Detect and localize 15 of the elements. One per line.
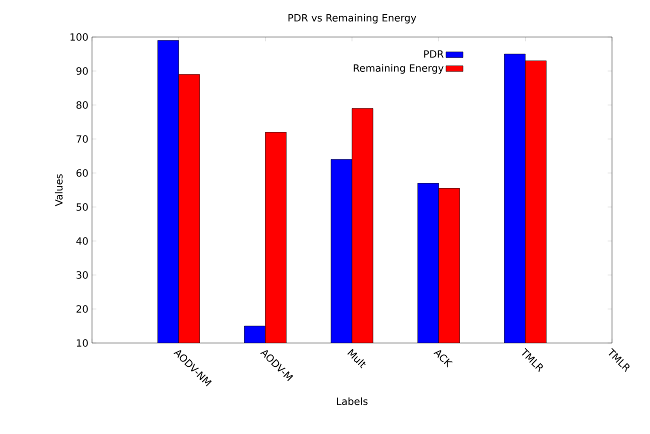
y-tick-label: 100	[70, 33, 88, 41]
y-tick-label: 60	[76, 169, 88, 177]
y-tick-label: 80	[76, 101, 88, 109]
legend-label: Remaining Energy	[354, 64, 444, 74]
y-tick-label: 50	[76, 203, 88, 211]
y-tick-label: 30	[76, 271, 88, 279]
chart-title: PDR vs Remaining Energy	[288, 14, 416, 24]
y-tick-label: 70	[76, 135, 88, 143]
y-tick-label: 10	[76, 339, 88, 347]
y-tick-label: 90	[76, 67, 88, 75]
y-tick-label: 40	[76, 237, 88, 245]
legend-label: PDR	[424, 50, 444, 58]
x-axis-title: Labels	[336, 397, 368, 406]
y-axis-title: Values	[54, 174, 63, 206]
y-tick-label: 20	[76, 305, 88, 313]
